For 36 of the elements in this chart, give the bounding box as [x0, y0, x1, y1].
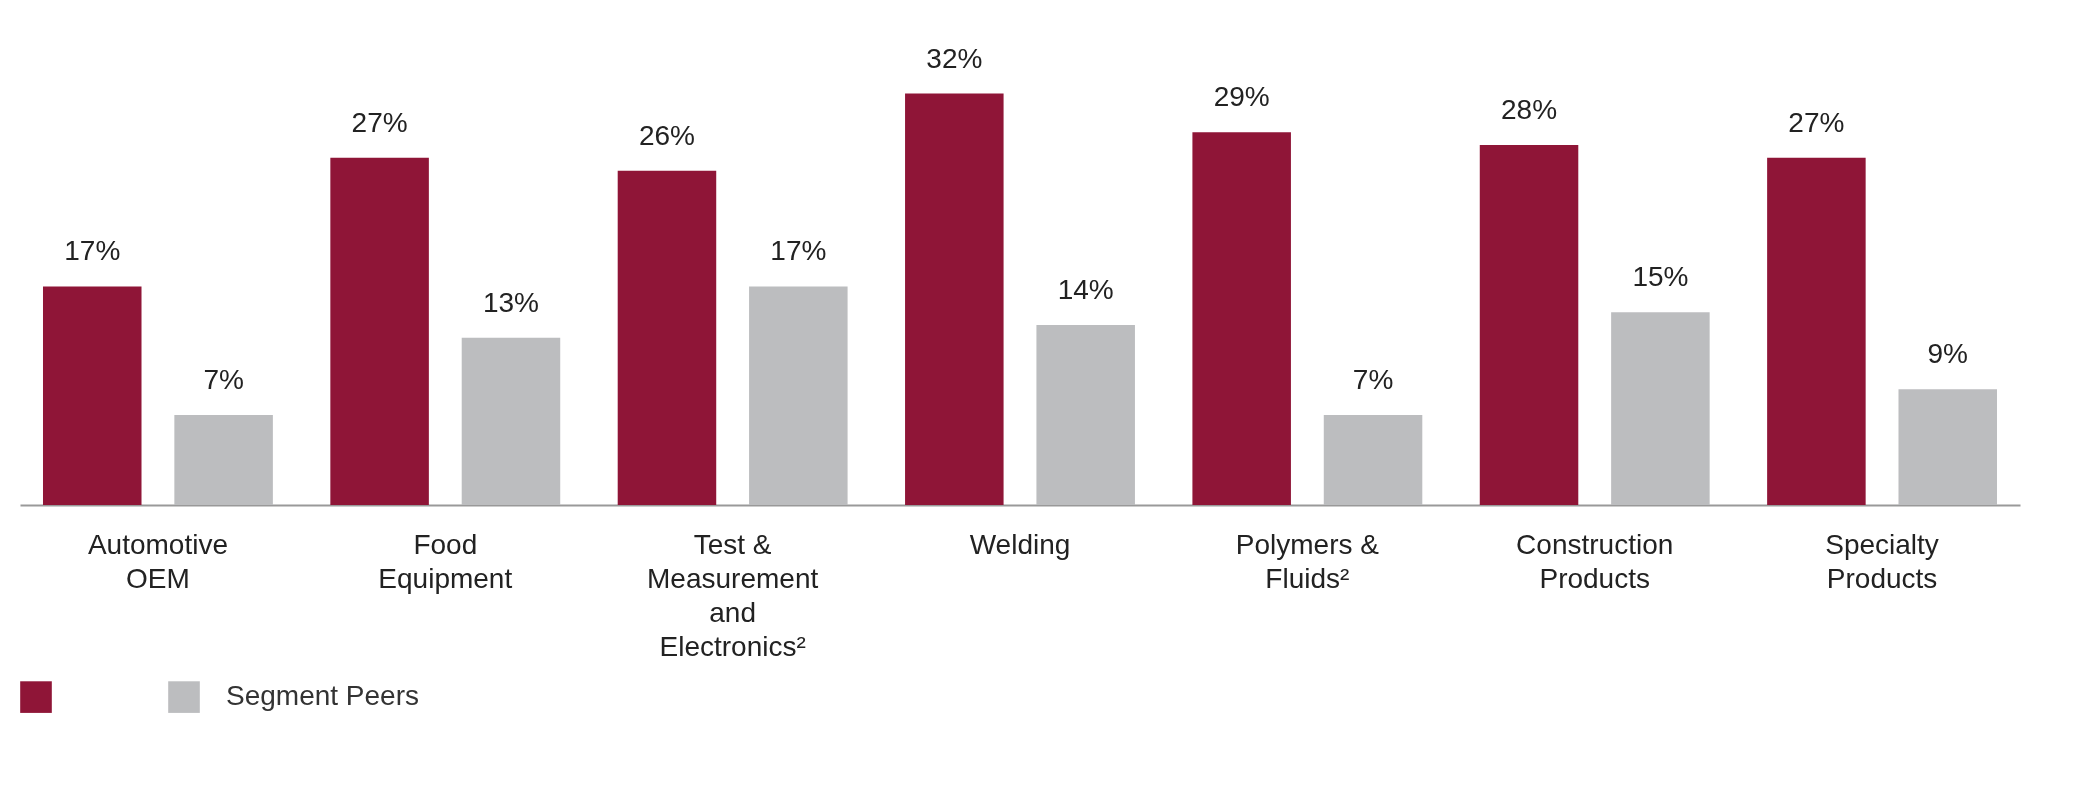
bar	[1767, 157, 1866, 505]
data-label: 29%	[1213, 81, 1270, 113]
bar	[617, 170, 717, 505]
bar	[461, 337, 561, 505]
x-tick-label: Construction Products	[1516, 528, 1674, 594]
legend-label: Segment Peers	[226, 680, 419, 712]
bar	[330, 157, 429, 505]
data-label: 28%	[1501, 94, 1558, 125]
data-label: 9%	[1927, 338, 1968, 370]
data-label: 17%	[770, 235, 827, 267]
bar	[1036, 325, 1135, 505]
bar	[749, 286, 848, 505]
x-tick-label: Automotive OEM	[87, 528, 228, 594]
bar	[1323, 415, 1423, 505]
data-label: 32%	[926, 42, 983, 74]
x-tick-label: Specialty Products	[1825, 528, 1939, 594]
data-label: 13%	[482, 286, 539, 318]
x-tick-label: Test & Measurement and Electronics²	[647, 528, 819, 662]
bar	[1611, 312, 1710, 505]
data-label: 7%	[203, 364, 244, 395]
data-label: 26%	[638, 119, 695, 151]
bar	[905, 93, 1004, 505]
bar	[1479, 145, 1579, 505]
data-label: 27%	[351, 106, 408, 138]
data-label: 15%	[1632, 261, 1689, 293]
x-tick-label: Polymers & Fluids²	[1235, 528, 1380, 594]
bar	[174, 415, 273, 505]
data-label: 14%	[1057, 274, 1114, 305]
data-label: 17%	[64, 235, 121, 267]
bar	[1898, 389, 1998, 505]
x-tick-label: Food Equipment	[378, 528, 513, 594]
bar	[1192, 132, 1291, 505]
data-label: 27%	[1788, 106, 1845, 138]
x-tick-label: Welding	[969, 528, 1071, 560]
bar	[42, 286, 142, 505]
data-label: 7%	[1352, 364, 1394, 395]
